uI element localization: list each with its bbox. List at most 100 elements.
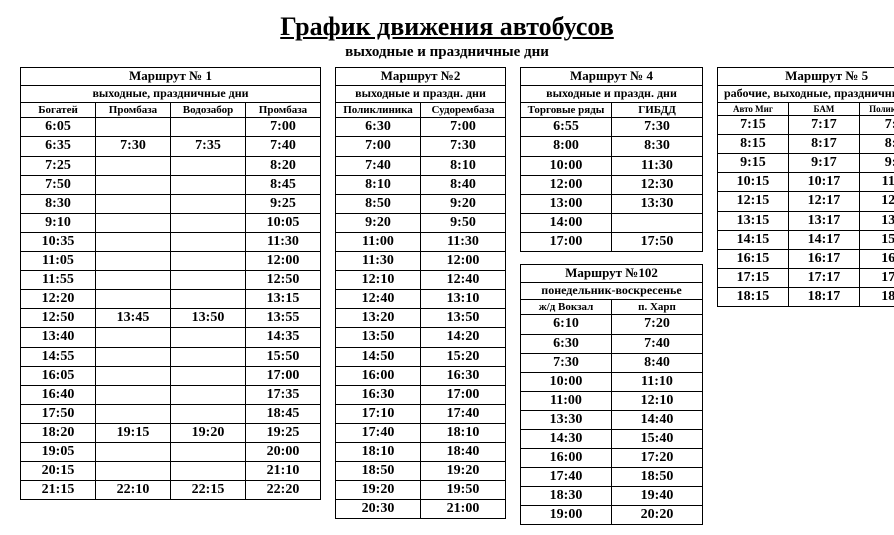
tables-container: Маршрут № 1 выходные, праздничные дни Бо… — [20, 67, 874, 525]
time-cell: 8:30 — [21, 194, 96, 213]
table-row: 17:4018:50 — [521, 468, 703, 487]
stop-header: ж/д Вокзал — [521, 299, 612, 315]
time-cell: 18:50 — [336, 462, 421, 481]
table-row: 20:15 21:10 — [21, 462, 321, 481]
table-row: 18:3019:40 — [521, 487, 703, 506]
time-cell: 19:05 — [21, 442, 96, 461]
table-row: 12:0012:30 — [521, 175, 703, 194]
time-cell — [96, 232, 171, 251]
time-cell: 15:20 — [421, 347, 506, 366]
time-cell: 14:35 — [246, 328, 321, 347]
table-row: 13:0013:30 — [521, 194, 703, 213]
time-cell: 15:45 — [859, 230, 894, 249]
table-row: 12:1012:40 — [336, 271, 506, 290]
time-cell: 13:15 — [246, 290, 321, 309]
time-cell: 8:40 — [421, 175, 506, 194]
time-cell: 22:15 — [171, 481, 246, 500]
table-row: 7:308:40 — [521, 353, 703, 372]
time-cell — [171, 213, 246, 232]
time-cell — [171, 442, 246, 461]
time-cell: 16:40 — [21, 385, 96, 404]
table-row: 6:357:307:357:40 — [21, 137, 321, 156]
time-cell: 14:50 — [336, 347, 421, 366]
table-row: 7:157:177:45 — [718, 116, 894, 135]
time-cell: 14:30 — [521, 429, 612, 448]
route-1-days: выходные, праздничные дни — [21, 85, 321, 102]
time-cell: 7:30 — [96, 137, 171, 156]
time-cell: 17:50 — [612, 232, 703, 251]
table-row: 11:3012:00 — [336, 252, 506, 271]
time-cell: 7:45 — [859, 116, 894, 135]
time-cell: 13:17 — [788, 211, 859, 230]
time-cell: 12:00 — [521, 175, 612, 194]
stop-header: Поликлиника — [859, 102, 894, 115]
time-cell: 12:15 — [718, 192, 789, 211]
route-1-table: Маршрут № 1 выходные, праздничные дни Бо… — [20, 67, 321, 500]
time-cell: 16:15 — [718, 249, 789, 268]
time-cell: 16:00 — [521, 449, 612, 468]
table-row: 16:40 17:35 — [21, 385, 321, 404]
time-cell: 9:25 — [246, 194, 321, 213]
time-cell: 7:00 — [336, 137, 421, 156]
time-cell: 9:20 — [336, 213, 421, 232]
time-cell — [171, 328, 246, 347]
page-title: График движения автобусов — [20, 12, 874, 42]
route-5-days: рабочие, выходные, праздничные дни — [718, 85, 894, 102]
time-cell: 10:00 — [521, 156, 612, 175]
table-row: 18:1518:1718:45 — [718, 287, 894, 306]
time-cell: 18:45 — [859, 287, 894, 306]
time-cell: 13:50 — [171, 309, 246, 328]
time-cell: 6:55 — [521, 118, 612, 137]
table-row: 16:3017:00 — [336, 385, 506, 404]
time-cell: 18:30 — [521, 487, 612, 506]
time-cell: 15:40 — [612, 429, 703, 448]
time-cell — [96, 404, 171, 423]
time-cell: 7:30 — [421, 137, 506, 156]
table-row: 12:1512:1712:45 — [718, 192, 894, 211]
time-cell: 12:00 — [421, 252, 506, 271]
time-cell: 17:50 — [21, 404, 96, 423]
time-cell: 8:45 — [246, 175, 321, 194]
time-cell: 18:50 — [612, 468, 703, 487]
time-cell: 17:40 — [521, 468, 612, 487]
time-cell: 19:20 — [336, 481, 421, 500]
time-cell: 16:00 — [336, 366, 421, 385]
table-row: 6:557:30 — [521, 118, 703, 137]
time-cell: 14:55 — [21, 347, 96, 366]
table-row: 8:509:20 — [336, 194, 506, 213]
time-cell: 20:30 — [336, 500, 421, 519]
time-cell: 14:17 — [788, 230, 859, 249]
table-row: 6:107:20 — [521, 315, 703, 334]
table-row: 14:55 15:50 — [21, 347, 321, 366]
time-cell — [96, 385, 171, 404]
time-cell: 9:15 — [718, 154, 789, 173]
route-102-title: Маршрут №102 — [521, 265, 703, 283]
time-cell: 17:40 — [421, 404, 506, 423]
time-cell: 17:40 — [336, 423, 421, 442]
time-cell — [96, 252, 171, 271]
time-cell: 9:45 — [859, 154, 894, 173]
time-cell: 13:45 — [859, 211, 894, 230]
table-row: 7:408:10 — [336, 156, 506, 175]
time-cell: 8:40 — [612, 353, 703, 372]
table-row: 20:3021:00 — [336, 500, 506, 519]
time-cell: 7:30 — [521, 353, 612, 372]
time-cell — [96, 118, 171, 137]
time-cell: 7:40 — [336, 156, 421, 175]
time-cell: 21:15 — [21, 481, 96, 500]
time-cell: 7:00 — [246, 118, 321, 137]
time-cell: 10:15 — [718, 173, 789, 192]
time-cell — [171, 118, 246, 137]
time-cell: 18:45 — [246, 404, 321, 423]
table-row: 10:35 11:30 — [21, 232, 321, 251]
table-row: 14:3015:40 — [521, 429, 703, 448]
time-cell: 19:20 — [421, 462, 506, 481]
time-cell: 13:40 — [21, 328, 96, 347]
time-cell: 9:50 — [421, 213, 506, 232]
table-row: 14:00 — [521, 213, 703, 232]
time-cell: 11:30 — [421, 232, 506, 251]
stop-header: Поликлиника — [336, 102, 421, 118]
table-row: 11:0011:30 — [336, 232, 506, 251]
table-row: 13:40 14:35 — [21, 328, 321, 347]
time-cell: 8:17 — [788, 135, 859, 154]
